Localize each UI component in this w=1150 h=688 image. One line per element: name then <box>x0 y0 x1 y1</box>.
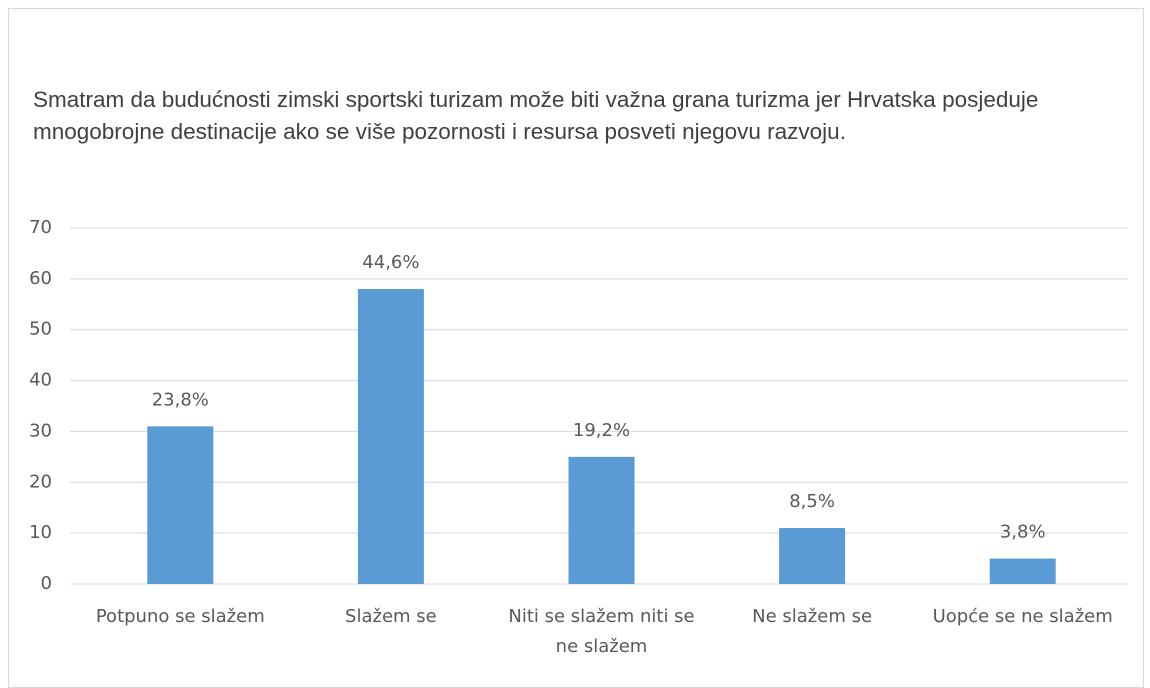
y-tick-label: 70 <box>29 217 52 238</box>
data-label: 23,8% <box>152 389 209 410</box>
x-tick-label: Uopće se ne slažem <box>932 606 1113 627</box>
x-tick-label: Slažem se <box>345 606 437 627</box>
y-tick-label: 30 <box>29 420 52 441</box>
chart-title: Smatram da budućnosti zimski sportski tu… <box>33 87 1039 144</box>
y-tick-label: 20 <box>29 471 52 492</box>
bar <box>989 558 1056 584</box>
bar <box>568 456 635 584</box>
data-label: 19,2% <box>573 420 630 441</box>
bar <box>147 426 214 584</box>
y-tick-label: 0 <box>41 573 52 594</box>
data-label: 8,5% <box>789 491 835 512</box>
y-tick-label: 60 <box>29 268 52 289</box>
bar <box>357 289 424 584</box>
x-tick-label: Ne slažem se <box>752 606 873 627</box>
x-tick-label: Niti se slažem niti se ne slažem <box>508 606 695 657</box>
y-tick-label: 50 <box>29 319 52 340</box>
y-tick-label: 10 <box>29 522 52 543</box>
x-tick-label: Potpuno se slažem <box>95 606 265 627</box>
bar <box>779 528 846 584</box>
y-tick-label: 40 <box>29 370 52 391</box>
data-label: 44,6% <box>362 252 419 273</box>
data-label: 3,8% <box>1000 522 1046 543</box>
